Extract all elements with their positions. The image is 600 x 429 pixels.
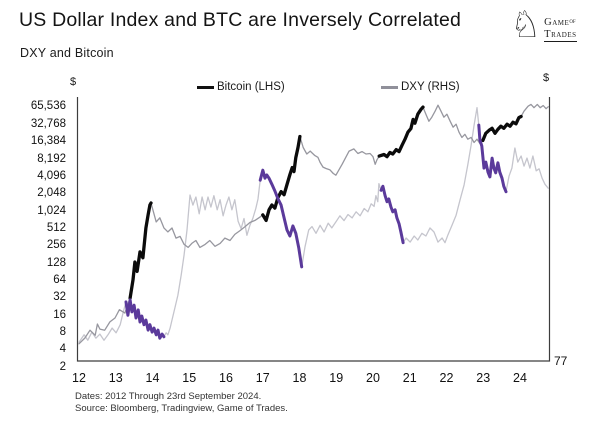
bitcoin-highlight-segment bbox=[128, 201, 153, 300]
y-axis-tick-label: 4 bbox=[59, 343, 66, 356]
bitcoin-highlight-segment bbox=[481, 114, 523, 143]
y-axis-tick-label: 16,384 bbox=[30, 135, 66, 148]
chess-knight-icon: ♘ bbox=[510, 4, 541, 45]
legend-dxy: DXY (RHS) bbox=[381, 81, 460, 93]
x-axis-tick-label: 23 bbox=[476, 371, 491, 385]
left-axis-currency: $ bbox=[70, 76, 77, 88]
dxy-highlight-segment bbox=[258, 168, 304, 269]
dxy-line-swatch bbox=[381, 85, 398, 89]
bitcoin-line-swatch bbox=[197, 85, 214, 89]
y-axis-tick-label: 1,024 bbox=[37, 204, 66, 217]
chart-subtitle: DXY and Bitcoin bbox=[20, 46, 114, 60]
y-axis-tick-label: 512 bbox=[46, 221, 66, 234]
brand-line1: Game bbox=[544, 17, 570, 28]
bitcoin-highlight-segment bbox=[261, 134, 302, 223]
x-axis-tick-label: 12 bbox=[72, 371, 86, 385]
x-axis-tick-label: 20 bbox=[366, 371, 380, 385]
x-axis-tick-label: 17 bbox=[255, 371, 270, 385]
axis-spines bbox=[76, 97, 551, 362]
x-axis-tick-label: 13 bbox=[108, 371, 123, 385]
right-axis-currency: $ bbox=[543, 72, 550, 84]
y-axis-tick-label: 8 bbox=[59, 326, 66, 338]
y-axis-tick-label: 8,192 bbox=[37, 152, 66, 165]
brand-logo: ♘ Gameof Trades bbox=[509, 5, 597, 51]
right-axis-bottom-tick: 77 bbox=[554, 354, 568, 368]
brand-wordmark: Gameof Trades bbox=[544, 16, 577, 42]
bitcoin-highlight-segment bbox=[377, 105, 425, 159]
legend-bitcoin-label: Bitcoin (LHS) bbox=[217, 81, 285, 93]
dxy-highlight-segment bbox=[477, 123, 508, 194]
footer-dates: Dates: 2012 Through 23rd September 2024. bbox=[75, 391, 262, 402]
x-axis-tick-label: 16 bbox=[219, 371, 233, 385]
legend-dxy-label: DXY (RHS) bbox=[401, 81, 460, 93]
y-axis-tick-label: 32 bbox=[53, 291, 66, 304]
x-axis-tick-label: 18 bbox=[292, 371, 307, 385]
y-axis-tick-label: 2,048 bbox=[37, 187, 66, 200]
x-axis-tick-label: 14 bbox=[145, 371, 160, 385]
y-axis-tick-label: 128 bbox=[46, 256, 66, 269]
dxy-highlight-segment bbox=[379, 184, 405, 245]
brand-line2: Trades bbox=[544, 29, 577, 42]
y-axis-tick-label: 64 bbox=[53, 273, 66, 286]
footer-source: Source: Bloomberg, Tradingview, Game of … bbox=[75, 403, 288, 414]
x-axis-tick-label: 22 bbox=[439, 371, 454, 385]
y-axis-tick-label: 2 bbox=[59, 360, 66, 373]
y-axis-tick-label: 16 bbox=[53, 308, 66, 321]
y-axis-tick-label: 256 bbox=[46, 239, 66, 252]
dxy-highlight-segment bbox=[124, 298, 166, 340]
y-axis-tick-label: 32,768 bbox=[30, 117, 66, 130]
y-axis-tick-label: 65,536 bbox=[30, 100, 66, 113]
x-axis-tick-label: 21 bbox=[402, 371, 417, 385]
bitcoin-line bbox=[78, 103, 549, 345]
x-axis-tick-label: 19 bbox=[329, 371, 344, 385]
y-axis-tick-label: 4,096 bbox=[37, 169, 66, 182]
x-axis-tick-label: 15 bbox=[182, 371, 197, 385]
brand-line1-small: of bbox=[569, 18, 576, 25]
x-axis-tick-label: 24 bbox=[513, 371, 527, 385]
page-title: US Dollar Index and BTC are Inversely Co… bbox=[19, 9, 462, 31]
legend-bitcoin: Bitcoin (LHS) bbox=[197, 81, 285, 93]
dxy-line bbox=[78, 107, 549, 343]
